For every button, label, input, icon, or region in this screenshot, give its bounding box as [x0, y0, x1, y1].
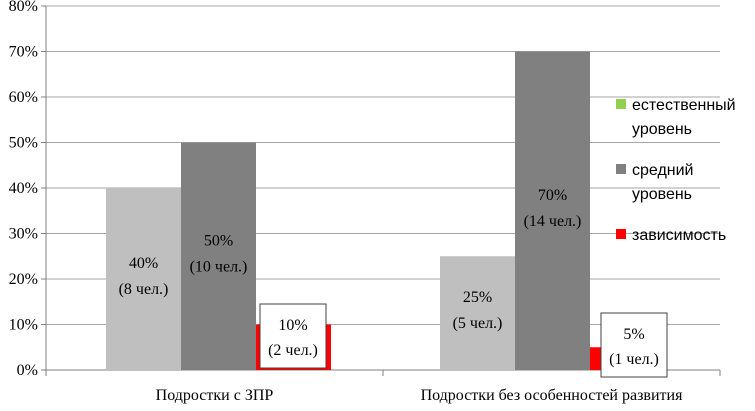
y-tick-label: 80% [9, 0, 38, 15]
x-category-label: Подростки без особенностей развития [421, 387, 684, 404]
data-label: (1 чел.) [609, 351, 659, 368]
legend-label: уровень [632, 121, 692, 138]
data-label: (8 чел.) [119, 281, 169, 298]
y-tick-label: 30% [9, 226, 38, 243]
data-label: (2 чел.) [268, 342, 318, 359]
data-label-box [259, 303, 327, 369]
y-tick-label: 60% [9, 89, 38, 106]
data-label: 50% [204, 232, 233, 249]
legend-label: уровень [632, 186, 692, 203]
legend-label: средний [632, 162, 694, 179]
legend-label: естественный [632, 97, 736, 114]
data-label: 10% [278, 317, 307, 334]
data-label: 70% [538, 187, 567, 204]
y-tick-label: 10% [9, 317, 38, 334]
bar [440, 256, 515, 370]
data-label: 25% [463, 289, 492, 306]
data-label: (10 чел.) [190, 258, 248, 275]
data-label-box [600, 312, 668, 378]
data-label: (14 чел.) [524, 213, 582, 230]
data-label: 40% [129, 255, 158, 272]
bar [515, 51, 590, 370]
data-label: (5 чел.) [453, 315, 503, 332]
y-tick-label: 0% [17, 362, 38, 379]
x-category-label: Подростки с ЗПР [156, 387, 274, 404]
y-tick-label: 50% [9, 135, 38, 152]
legend-swatch [616, 164, 626, 174]
legend-swatch [616, 229, 626, 239]
y-tick-label: 40% [9, 180, 38, 197]
data-label: 5% [623, 326, 644, 343]
legend-swatch [616, 99, 626, 109]
y-tick-label: 70% [9, 44, 38, 61]
bar [181, 142, 256, 370]
legend-label: зависимость [632, 227, 726, 244]
bar [106, 188, 181, 370]
y-tick-label: 20% [9, 271, 38, 288]
